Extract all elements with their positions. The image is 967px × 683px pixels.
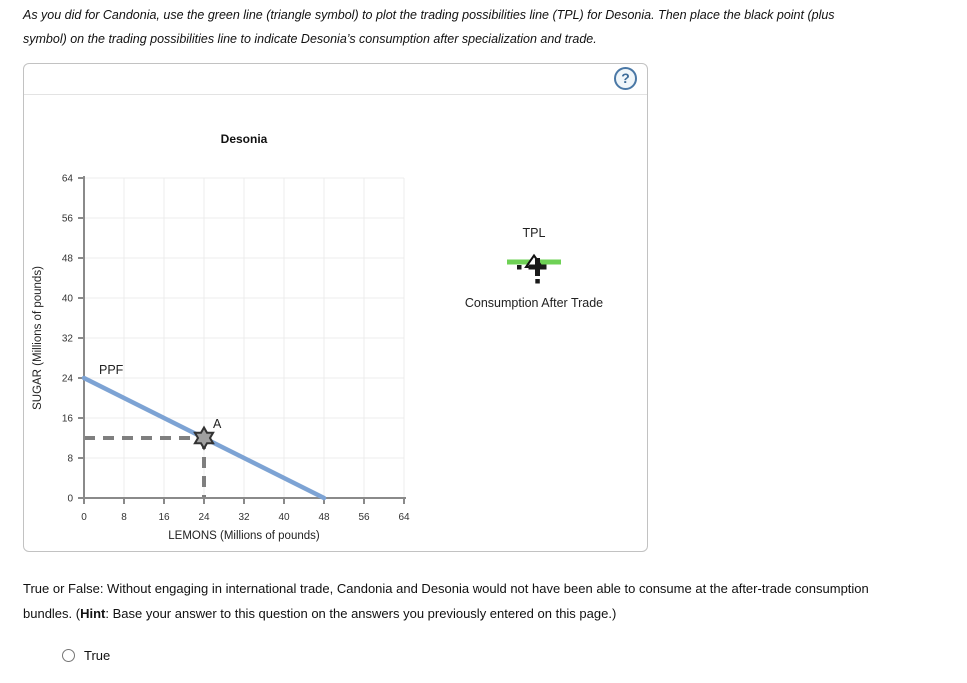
y-tick-label: 32 bbox=[62, 334, 74, 345]
x-axis-title: LEMONS (Millions of pounds) bbox=[168, 530, 320, 542]
instruction-text: As you did for Candonia, use the green l… bbox=[23, 3, 938, 51]
instruction-line-1: As you did for Candonia, use the green l… bbox=[23, 8, 835, 22]
x-tick-label: 56 bbox=[358, 512, 370, 523]
help-button[interactable]: ? bbox=[614, 67, 637, 90]
x-tick-label: 8 bbox=[121, 512, 127, 523]
question-line-1: True or False: Without engaging in inter… bbox=[23, 581, 869, 596]
dash-left-icon bbox=[517, 265, 522, 270]
consumption-point-symbol[interactable] bbox=[514, 256, 554, 284]
graph-panel: ? Desonia 0 8 16 24 32 40 48 56 64 0 8 16 24 32 40 48 56… bbox=[23, 63, 648, 552]
y-tick-label: 24 bbox=[62, 374, 74, 385]
tpl-legend-label: TPL bbox=[522, 226, 546, 240]
y-tick-label: 0 bbox=[67, 494, 73, 505]
question-text: True or False: Without engaging in inter… bbox=[23, 577, 948, 626]
y-tick-label: 56 bbox=[62, 214, 74, 225]
dash-below-icon bbox=[535, 279, 540, 284]
x-tick-label: 64 bbox=[398, 512, 410, 523]
y-tick-label: 16 bbox=[62, 414, 74, 425]
x-tick-label: 24 bbox=[198, 512, 210, 523]
x-tick-label: 40 bbox=[278, 512, 290, 523]
answer-option-true: True bbox=[62, 647, 110, 663]
x-tick-label: 32 bbox=[238, 512, 250, 523]
point-a-label: A bbox=[213, 417, 222, 431]
point-a-marker bbox=[193, 425, 215, 451]
ppf-label: PPF bbox=[99, 363, 124, 377]
x-tick-label: 0 bbox=[81, 512, 87, 523]
y-axis-title: SUGAR (Millions of pounds) bbox=[32, 266, 44, 410]
chart-plot-area[interactable]: 0 8 16 24 32 40 48 56 64 0 8 16 24 32 40 48 56 64 LEMONS (… bbox=[24, 95, 648, 552]
true-radio-label[interactable]: True bbox=[84, 647, 111, 663]
instruction-line-2: symbol) on the trading possibilities lin… bbox=[23, 32, 597, 46]
y-tick-label: 40 bbox=[62, 294, 74, 305]
consumption-legend-label: Consumption After Trade bbox=[464, 296, 604, 310]
panel-header: ? bbox=[24, 64, 647, 95]
y-tick-label: 8 bbox=[67, 454, 73, 465]
y-tick-label: 48 bbox=[62, 254, 74, 265]
x-tick-label: 16 bbox=[158, 512, 170, 523]
x-tick-label: 48 bbox=[318, 512, 330, 523]
y-tick-label: 64 bbox=[62, 174, 74, 185]
true-radio-button[interactable] bbox=[62, 648, 75, 662]
question-line-2: bundles. (Hint: Base your answer to this… bbox=[23, 605, 617, 621]
hint-label: Hint bbox=[80, 605, 106, 621]
chart-title: Desonia bbox=[220, 132, 268, 146]
plus-icon bbox=[528, 258, 547, 276]
